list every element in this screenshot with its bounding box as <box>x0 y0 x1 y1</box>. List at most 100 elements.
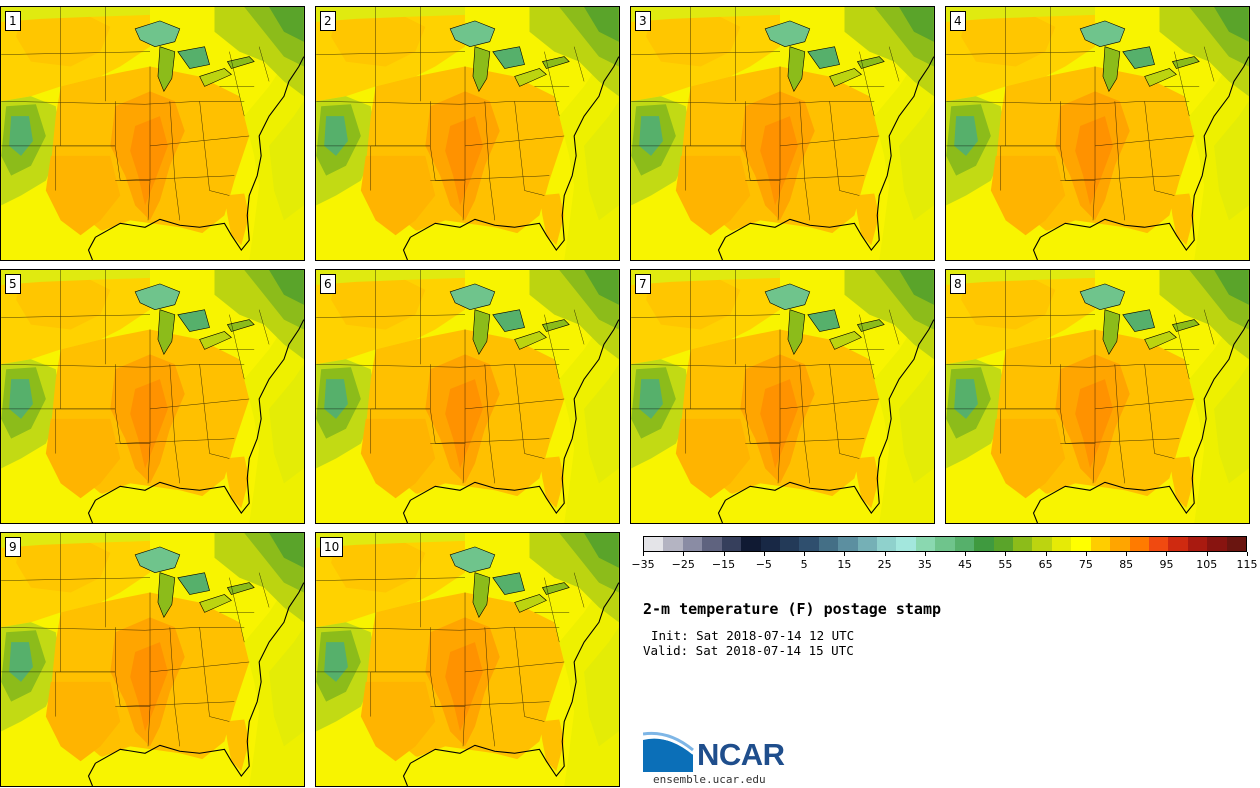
colorbar-tick-label: −35 <box>631 558 655 571</box>
colorbar-swatch <box>954 537 975 551</box>
colorbar-tick <box>965 552 967 556</box>
colorbar-swatch <box>779 537 800 551</box>
member-label-9: 9 <box>5 537 21 557</box>
ensemble-member-map-5: 5 <box>0 269 305 524</box>
colorbar-tick-label: 25 <box>877 558 892 571</box>
colorbar-tick-label: 95 <box>1159 558 1174 571</box>
member-label-3: 3 <box>635 11 651 31</box>
colorbar-swatch <box>1148 537 1169 551</box>
colorbar-tick <box>804 552 806 556</box>
ensemble-member-map-8: 8 <box>945 269 1250 524</box>
colorbar-tick-label: 85 <box>1119 558 1134 571</box>
colorbar-tick <box>1126 552 1128 556</box>
ncar-logo-text: NCAR <box>697 737 785 772</box>
temperature-map-10 <box>316 533 619 786</box>
colorbar-tick <box>1247 552 1248 556</box>
colorbar-tick <box>1206 552 1208 556</box>
colorbar-swatch <box>1207 537 1227 551</box>
colorbar-tick <box>1085 552 1087 556</box>
ensemble-member-map-9: 9 <box>0 532 305 787</box>
colorbar-swatch <box>838 537 858 551</box>
member-label-10: 10 <box>320 537 344 557</box>
colorbar-tick-label: 15 <box>837 558 852 571</box>
colorbar-swatch <box>935 537 955 551</box>
colorbar-tick-label: 45 <box>958 558 973 571</box>
colorbar-tick-label: 65 <box>1038 558 1053 571</box>
temperature-map-2 <box>316 7 619 260</box>
colorbar-swatch <box>741 537 761 551</box>
valid-time: Valid: Sat 2018-07-14 15 UTC <box>643 643 854 658</box>
ensemble-member-map-6: 6 <box>315 269 620 524</box>
ensemble-member-map-4: 4 <box>945 6 1250 261</box>
member-label-1: 1 <box>5 11 21 31</box>
colorbar-swatch <box>799 537 819 551</box>
colorbar-tick-label: −15 <box>711 558 736 571</box>
colorbar-tick-label: 35 <box>917 558 932 571</box>
colorbar-tick <box>1045 552 1047 556</box>
temperature-map-5 <box>1 270 304 523</box>
ensemble-member-map-3: 3 <box>630 6 935 261</box>
colorbar-swatch <box>1110 537 1130 551</box>
colorbar-swatch <box>896 537 916 551</box>
colorbar-tick <box>884 552 886 556</box>
colorbar-tick <box>924 552 926 556</box>
colorbar-swatch <box>760 537 780 551</box>
temperature-map-9 <box>1 533 304 786</box>
colorbar-swatch <box>663 537 683 551</box>
temperature-colorbar: −35 −25 −15 −5 5 15 25 35 45 55 65 75 85 95 105 115 <box>631 536 1258 572</box>
member-label-5: 5 <box>5 274 21 294</box>
ensemble-member-map-1: 1 <box>0 6 305 261</box>
ensemble-member-map-2: 2 <box>315 6 620 261</box>
colorbar-swatch <box>915 537 936 551</box>
colorbar-tick <box>643 552 644 556</box>
colorbar-swatch <box>818 537 839 551</box>
ncar-logo-mark <box>642 731 694 772</box>
colorbar-tick-label: 5 <box>800 558 808 571</box>
colorbar-tick-label: 115 <box>1236 558 1258 571</box>
temperature-map-1 <box>1 7 304 260</box>
ensemble-member-map-10: 10 <box>315 532 620 787</box>
colorbar-tick-label: 75 <box>1078 558 1093 571</box>
colorbar-tick-label: −25 <box>671 558 695 571</box>
colorbar-tick <box>723 552 725 556</box>
colorbar-tick <box>1166 552 1168 556</box>
colorbar-swatch <box>857 537 878 551</box>
ensemble-member-map-7: 7 <box>630 269 935 524</box>
ncar-logo: NCAR <box>642 730 793 775</box>
member-label-7: 7 <box>635 274 651 294</box>
colorbar-swatches <box>643 536 1247 552</box>
colorbar-tick <box>1005 552 1007 556</box>
colorbar-swatch <box>702 537 722 551</box>
temperature-map-7 <box>631 270 934 523</box>
colorbar-swatch <box>1051 537 1072 551</box>
colorbar-tick <box>844 552 846 556</box>
temperature-map-8 <box>946 270 1249 523</box>
colorbar-tick <box>763 552 765 556</box>
colorbar-swatch <box>1090 537 1111 551</box>
member-label-8: 8 <box>950 274 966 294</box>
member-label-4: 4 <box>950 11 966 31</box>
colorbar-swatch <box>1168 537 1188 551</box>
colorbar-swatch <box>1129 537 1149 551</box>
colorbar-swatch <box>1013 537 1033 551</box>
plot-title: 2-m temperature (F) postage stamp <box>643 600 942 618</box>
colorbar-swatch <box>974 537 994 551</box>
temperature-map-6 <box>316 270 619 523</box>
temperature-map-3 <box>631 7 934 260</box>
site-url: ensemble.ucar.edu <box>653 773 766 786</box>
colorbar-swatch <box>993 537 1014 551</box>
temperature-map-4 <box>946 7 1249 260</box>
colorbar-swatch <box>1071 537 1091 551</box>
colorbar-tick-label: 55 <box>998 558 1013 571</box>
colorbar-swatch <box>1226 537 1247 551</box>
colorbar-swatch <box>877 537 897 551</box>
colorbar-swatch <box>1187 537 1208 551</box>
colorbar-swatch <box>682 537 703 551</box>
init-time: Init: Sat 2018-07-14 12 UTC <box>651 628 855 643</box>
colorbar-tick <box>683 552 685 556</box>
member-label-2: 2 <box>320 11 336 31</box>
colorbar-tick-label: 105 <box>1196 558 1218 571</box>
colorbar-swatch <box>1032 537 1052 551</box>
colorbar-swatch <box>644 537 664 551</box>
colorbar-tick-label: −5 <box>755 558 772 571</box>
